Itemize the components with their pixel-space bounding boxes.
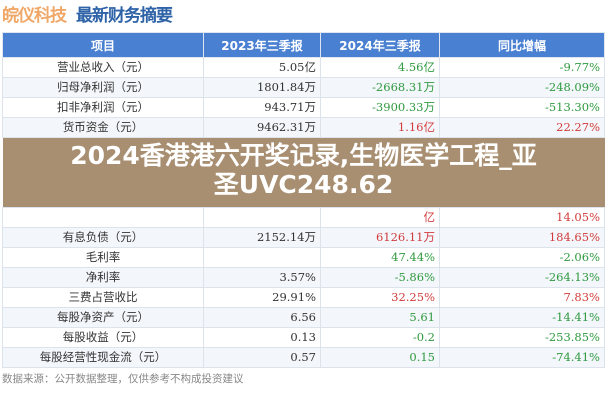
value-2023: 6.56 (203, 307, 321, 328)
value-2023: 9462.31万 (203, 117, 321, 138)
row-label: 毛利率 (2, 247, 204, 268)
value-2024: 5.61 (320, 307, 440, 328)
report-subtitle: 最新财务摘要 (76, 6, 173, 26)
row-label: 净利率 (2, 267, 204, 288)
value-2023: 0.57 (203, 347, 321, 368)
row-label: 扣非净利润（元） (2, 97, 204, 118)
headline-banner-cell: 2024香港港六开奖记录,生物医学工程_亚圣UVC248.62 (2, 137, 605, 208)
value-yoy: 7.83% (439, 287, 605, 308)
value-2023: 1801.84万 (203, 77, 321, 98)
page-title: 皖仪科技 最新财务摘要 (2, 4, 605, 32)
value-2024: 4.56亿 (320, 57, 440, 78)
value-2024: 1.16亿 (320, 117, 440, 138)
value-yoy: -74.41% (439, 347, 605, 368)
column-header-2023: 2023年三季报 (203, 32, 321, 58)
table-row: 每股经营性现金流（元） 0.57 0.15 -74.41% (2, 347, 605, 368)
value-yoy: -513.30% (439, 97, 605, 118)
table-row: 每股净资产（元） 6.56 5.61 -14.41% (2, 307, 605, 328)
value-yoy: -9.77% (439, 57, 605, 78)
value-yoy: 184.65% (439, 227, 605, 248)
row-label (2, 207, 204, 228)
value-2023: 3.57% (203, 267, 321, 288)
row-label: 每股净资产（元） (2, 307, 204, 328)
table-row: 归母净利润（元） 1801.84万 -2668.31万 -248.09% (2, 77, 605, 98)
page-content: 皖仪科技 最新财务摘要 项目 2023年三季报 2024年三季报 同比增幅 营业总… (2, 4, 605, 386)
value-2024: 亿 (320, 207, 440, 228)
table-row: 货币资金（元） 9462.31万 1.16亿 22.27% (2, 117, 605, 138)
row-label: 归母净利润（元） (2, 77, 204, 98)
row-label: 有息负债（元） (2, 227, 204, 248)
column-header-yoy: 同比增幅 (439, 32, 605, 58)
table-row: 营业总收入（元） 5.05亿 4.56亿 -9.77% (2, 57, 605, 78)
headline-text: 2024香港港六开奖记录,生物医学工程_亚圣UVC248.62 (70, 141, 537, 199)
value-2024: 47.44% (320, 247, 440, 268)
table-row: 毛利率 47.44% -2.06% (2, 247, 605, 268)
value-2024: -2668.31万 (320, 77, 440, 98)
row-label: 货币资金（元） (2, 117, 204, 138)
value-yoy: -264.13% (439, 267, 605, 288)
financial-summary-table: 项目 2023年三季报 2024年三季报 同比增幅 营业总收入（元） 5.05亿 4… (2, 32, 605, 368)
value-yoy: 14.05% (439, 207, 605, 228)
table-row: 亿 14.05% (2, 207, 605, 228)
table-row: 有息负债（元） 2152.14万 6126.11万 184.65% (2, 227, 605, 248)
row-label: 每股经营性现金流（元） (2, 347, 204, 368)
table-row: 净利率 3.57% -5.86% -264.13% (2, 267, 605, 288)
value-2024: -3900.33万 (320, 97, 440, 118)
value-yoy: -253.85% (439, 327, 605, 348)
table-row: 三费占营收比 29.91% 32.25% 7.83% (2, 287, 605, 308)
value-yoy: 22.27% (439, 117, 605, 138)
value-yoy: -14.41% (439, 307, 605, 328)
row-label: 营业总收入（元） (2, 57, 204, 78)
value-yoy: -248.09% (439, 77, 605, 98)
value-2023: 943.71万 (203, 97, 321, 118)
table-row: 每股收益（元） 0.13 -0.2 -253.85% (2, 327, 605, 348)
column-header-2024: 2024年三季报 (320, 32, 440, 58)
table-row: 扣非净利润（元） 943.71万 -3900.33万 -513.30% (2, 97, 605, 118)
value-2023 (203, 207, 321, 228)
value-2023 (203, 247, 321, 268)
value-2024: 0.15 (320, 347, 440, 368)
value-2023: 29.91% (203, 287, 321, 308)
value-2024: 6126.11万 (320, 227, 440, 248)
value-yoy: -2.06% (439, 247, 605, 268)
headline-banner: 2024香港港六开奖记录,生物医学工程_亚圣UVC248.62 (2, 137, 605, 208)
value-2023: 0.13 (203, 327, 321, 348)
company-name: 皖仪科技 (2, 6, 67, 26)
row-label: 三费占营收比 (2, 287, 204, 308)
column-header-item: 项目 (2, 32, 204, 58)
value-2024: -5.86% (320, 267, 440, 288)
row-label: 每股收益（元） (2, 327, 204, 348)
value-2024: 32.25% (320, 287, 440, 308)
value-2023: 5.05亿 (203, 57, 321, 78)
data-source-note: 数据来源：公开数据整理，仅供参考不构成投资建议 (2, 373, 244, 385)
value-2023: 2152.14万 (203, 227, 321, 248)
value-2024: -0.2 (320, 327, 440, 348)
